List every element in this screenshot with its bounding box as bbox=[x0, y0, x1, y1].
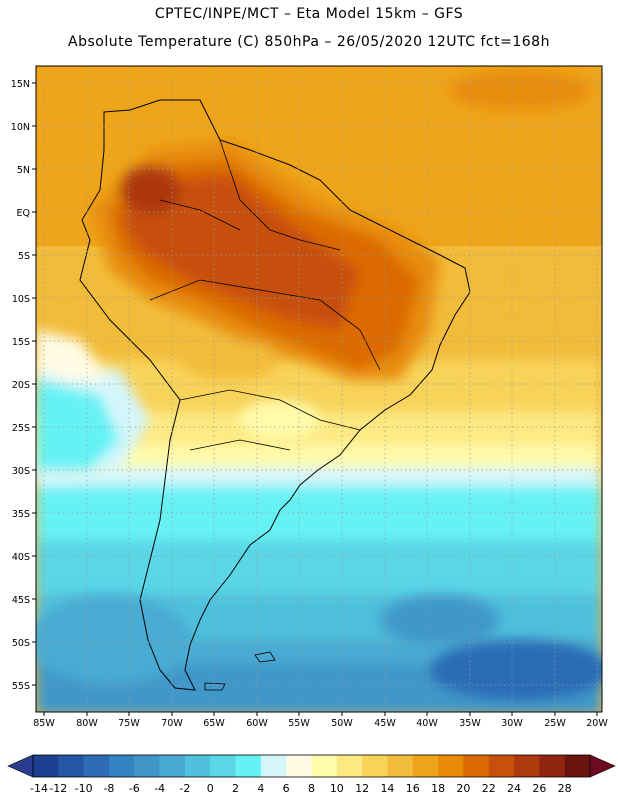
colorbar-swatch bbox=[108, 755, 135, 777]
colorbar-swatch bbox=[311, 755, 338, 777]
colorbar-swatch bbox=[564, 755, 591, 777]
lon-label: 20W bbox=[586, 718, 608, 729]
lat-label: 55S bbox=[12, 681, 30, 692]
colorbar-label: 20 bbox=[456, 782, 470, 795]
colorbar-swatch bbox=[488, 755, 515, 777]
temperature-field bbox=[36, 66, 602, 712]
lat-label: 50S bbox=[12, 638, 30, 649]
lat-label: 25S bbox=[12, 423, 30, 434]
lat-label: 5S bbox=[18, 251, 30, 262]
colorbar-swatch bbox=[83, 755, 110, 777]
colorbar-label: 28 bbox=[558, 782, 572, 795]
colorbar-frame bbox=[32, 754, 591, 778]
colorbar-label: 10 bbox=[330, 782, 344, 795]
lon-label: 75W bbox=[118, 718, 140, 729]
longitude-axis: 85W 80W 75W 70W 65W 60W 55W 50W 45W 40W … bbox=[33, 712, 608, 729]
colorbar-label: 18 bbox=[431, 782, 445, 795]
lon-label: 55W bbox=[288, 718, 310, 729]
continent-outline bbox=[79, 99, 471, 691]
lat-label: EQ bbox=[17, 208, 30, 219]
colorbar-swatch bbox=[260, 755, 287, 777]
colorbar-label: 2 bbox=[232, 782, 239, 795]
lat-label: 10N bbox=[11, 122, 30, 133]
colorbar-swatch bbox=[463, 755, 490, 777]
map-title-line-2: Absolute Temperature (C) 850hPa – 26/05/… bbox=[68, 34, 550, 50]
colorbar-label: -10 bbox=[75, 782, 93, 795]
colorbar-label: 8 bbox=[308, 782, 315, 795]
colorbar-label: 26 bbox=[532, 782, 546, 795]
lon-label: 45W bbox=[374, 718, 396, 729]
colorbar-label: -14 bbox=[30, 782, 48, 795]
colorbar-label: 12 bbox=[355, 782, 369, 795]
colorbar-label: -8 bbox=[103, 782, 114, 795]
colorbar-swatch bbox=[336, 755, 363, 777]
lon-label: 25W bbox=[544, 718, 566, 729]
lat-label: 20S bbox=[12, 380, 30, 391]
colorbar-label: 0 bbox=[207, 782, 214, 795]
lon-label: 65W bbox=[203, 718, 225, 729]
colorbar-swatch bbox=[184, 755, 211, 777]
colorbar-label: 16 bbox=[406, 782, 420, 795]
colorbar-label: 22 bbox=[482, 782, 496, 795]
lon-label: 85W bbox=[33, 718, 55, 729]
colorbar-swatch bbox=[33, 755, 59, 777]
lon-label: 70W bbox=[161, 718, 183, 729]
colorbar-label: -2 bbox=[179, 782, 190, 795]
colorbar-swatch bbox=[539, 755, 565, 777]
colorbar-label: 4 bbox=[257, 782, 264, 795]
colorbar-swatch bbox=[412, 755, 439, 777]
colorbar-label: -4 bbox=[154, 782, 165, 795]
map-frame bbox=[35, 65, 603, 713]
lon-label: 80W bbox=[76, 718, 98, 729]
colorbar-over-arrow bbox=[589, 754, 616, 778]
lon-label: 30W bbox=[501, 718, 523, 729]
colorbar-label: 6 bbox=[283, 782, 290, 795]
lat-label: 15S bbox=[12, 337, 30, 348]
lat-label: 15N bbox=[11, 79, 30, 90]
colorbar-swatch bbox=[134, 755, 160, 777]
colorbar-label: 24 bbox=[507, 782, 521, 795]
colorbar-swatch bbox=[159, 755, 186, 777]
colorbar-swatch bbox=[286, 755, 312, 777]
colorbar-swatch bbox=[514, 755, 540, 777]
colorbar-under-arrow bbox=[7, 754, 34, 778]
lat-label: 5N bbox=[17, 165, 30, 176]
lat-label: 45S bbox=[12, 595, 30, 606]
colorbar-swatch bbox=[387, 755, 414, 777]
latitude-axis: 15N 10N 5N EQ 5S 10S 15S 20S 25S 30S 35S… bbox=[11, 79, 36, 692]
lon-label: 50W bbox=[331, 718, 353, 729]
lat-label: 40S bbox=[12, 552, 30, 563]
lon-label: 60W bbox=[246, 718, 268, 729]
colorbar-label: -12 bbox=[49, 782, 67, 795]
lat-label: 10S bbox=[12, 294, 30, 305]
colorbar-label: 14 bbox=[380, 782, 394, 795]
colorbar-swatch bbox=[58, 755, 84, 777]
colorbar-swatch bbox=[438, 755, 464, 777]
lon-label: 35W bbox=[459, 718, 481, 729]
colorbar: -14 -12 -10 -8 -6 -4 -2 0 2 4 6 8 10 12 14 16 18 20 22 24 26… bbox=[7, 754, 616, 795]
colorbar-swatch bbox=[235, 755, 262, 777]
lat-label: 30S bbox=[12, 466, 30, 477]
colorbar-swatch bbox=[210, 755, 236, 777]
colorbar-swatch bbox=[362, 755, 388, 777]
lat-label: 35S bbox=[12, 509, 30, 520]
map-title-line-1: CPTEC/INPE/MCT – Eta Model 15km – GFS bbox=[154, 6, 464, 22]
lon-label: 40W bbox=[416, 718, 438, 729]
colorbar-label: -6 bbox=[129, 782, 140, 795]
